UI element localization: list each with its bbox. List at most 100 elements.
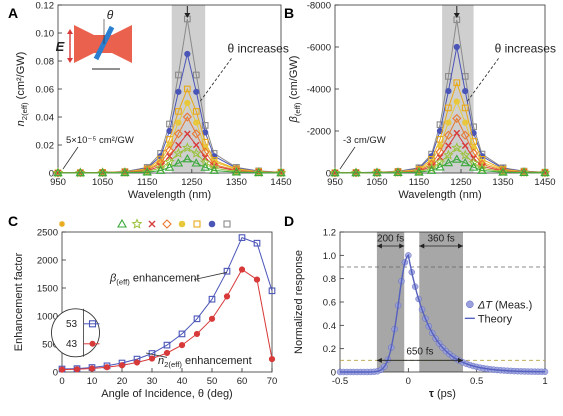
c-series-0-point-14 [268,287,276,295]
b-series-6-point-12 [497,166,509,177]
a-series-6-point-7 [173,147,184,158]
b-series-7-point-14 [540,167,550,177]
b-ylabel-rest: (cm/GW) [288,56,300,103]
c-series-0-line [61,236,273,370]
b-annotation-increases: θ increases [495,41,556,55]
a-series-7-point-13 [253,167,264,177]
a-series-7-point-0 [53,167,63,177]
c-series-0-point-10 [208,295,216,303]
c-series-1-point-2 [88,365,96,372]
a-series-3-point-9 [193,119,200,126]
d-annotation-rise: 200 fs [377,233,404,244]
d-legend-meas-main: ΔT [477,299,493,311]
a-series-7-point-12 [231,167,242,176]
a-series-6-point-12 [231,166,242,177]
a-series-7-point-1 [75,167,86,177]
d-legend-meas-rest: (Meas.) [492,299,532,311]
c-inset-n2-marker [89,340,96,347]
d-xlabel-unit: (ps) [434,388,456,400]
panel-label-c: C [8,213,18,229]
b-series-7-point-6 [435,162,445,171]
b-series-7-point-10 [468,162,479,171]
d-annotation-total: 650 fs [406,347,433,358]
b-series-6-point-1 [350,167,362,178]
b-xtick-label-3: 1250 [450,177,471,188]
c-series-0-point-13 [253,239,261,247]
panel-c-chart: 0 10 20 30 40 50 60 70 0 500 1000 1500 2000 2500 Angle… [13,218,278,400]
b-series-7-point-8 [452,154,462,163]
a-series-4-point-7 [173,129,183,139]
a-series-7-point-9 [191,158,202,167]
a-series-4-point-9 [191,129,201,139]
a-ylabel-main: n [15,120,27,126]
b-series-4-point-7 [443,130,453,140]
a-ylabel-sub: 2(eff) [20,102,29,120]
a-series-5-point-9 [192,141,200,149]
c-series-1-point-7 [163,349,171,357]
d-xtick-label-2: 0.5 [470,376,483,387]
b-series-7-point-3 [393,167,403,177]
d-ytick-label-6: 1.2 [323,228,336,239]
d-fall-arrow-head-left [419,243,425,249]
d-rise-arrow-head-left [376,243,382,249]
a-series-1-point-8 [184,50,191,58]
d-legend-meas-marker [466,300,474,309]
a-ytick-label-3: 0.06 [36,85,55,96]
b-series-6-point-14 [539,167,551,178]
b-series-3-point-7 [445,119,452,126]
b-series-4-point-10 [469,148,479,158]
a-series-6-point-9 [190,147,202,158]
d-annotation-fall: 360 fs [428,233,455,244]
a-ytick-label-0: 0 [49,169,54,180]
b-xtick-label-0: 950 [327,177,343,188]
a-series-0-point-7 [175,71,182,79]
b-series-6-point-9 [459,149,471,160]
b-ytick-label-2: -4000 [307,85,331,96]
b-series-6-point-2 [371,167,383,178]
b-series-7-point-5 [426,165,437,174]
b-series-6-point-3 [392,166,404,178]
a-series-6-point-13 [253,166,265,177]
b-series-7-line [335,158,546,174]
b-series-7-point-4 [414,167,424,176]
d-legend-meas: ΔT (Meas.) [477,299,532,311]
a-peak-arrowhead [184,13,191,18]
c-xtick-label-4: 40 [177,376,188,387]
a-inset-field-arrowhead-up [67,29,73,34]
a-series-6-point-2 [97,167,108,178]
b-series-6-point-10 [468,157,479,168]
c-series-1-point-4 [118,362,126,369]
a-series-7-point-6 [164,162,175,171]
a-series-5-point-6 [166,152,173,160]
a-series-7-line [58,158,282,174]
a-series-0-point-10 [201,122,209,129]
b-series-6-point-13 [518,166,530,178]
d-xtick-label-3: 1 [542,376,547,387]
a-series-4-point-8 [182,112,192,122]
c-label-beta-main: β [109,272,117,284]
c-series-0-point-9 [193,315,201,323]
c-xtick-label-7: 70 [267,376,278,387]
a-ytick-label-1: 0.02 [36,141,55,152]
b-series-1-line [334,46,546,174]
b-series-1-point-8 [453,43,460,51]
c-key-marker-0 [59,221,65,227]
d-ytick-label-3: 0.6 [323,298,336,309]
a-series-0-point-6 [166,120,173,128]
d-theory-line [340,253,545,373]
c-series-1-point-13 [253,276,261,283]
c-key-marker-4 [162,219,172,229]
a-series-6-point-3 [119,166,131,177]
c-label-n2-rest: enhancement [182,355,252,367]
a-xlabel: Wavelength (nm) [128,189,211,201]
b-ylabel-main: β [288,115,300,123]
panel-b-chart: 950 1050 1150 1250 1350 1450 0 -2000 -4000 -6000 -… [288,1,556,202]
c-key-marker-3 [148,220,156,228]
c-ytick-label-3: 1500 [37,284,58,295]
c-xtick-label-0: 0 [59,376,64,387]
d-total-arrow-head-left [376,357,382,363]
a-xtick-label-5: 1450 [270,177,291,188]
b-series-7-point-0 [330,168,340,177]
a-series-6-point-14 [275,167,287,178]
